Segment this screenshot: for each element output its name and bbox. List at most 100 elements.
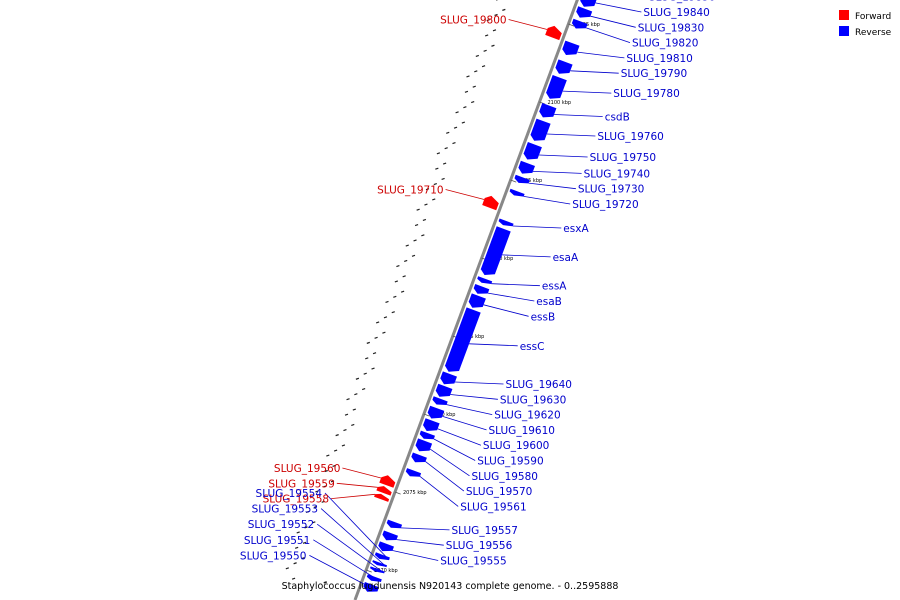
gene-SLUG_19555[interactable] xyxy=(378,541,394,552)
gene-SLUG_19640[interactable] xyxy=(440,371,457,385)
gene-label-SLUG_19559[interactable]: SLUG_19559 xyxy=(268,478,334,490)
legend-label-forward: Forward xyxy=(855,12,891,22)
gene-SLUG_19590[interactable] xyxy=(419,430,435,440)
gene-label-SLUG_19630[interactable]: SLUG_19630 xyxy=(500,394,566,406)
gene-label-esxA[interactable]: esxA xyxy=(563,223,589,235)
kbp-tick xyxy=(510,179,517,183)
gene-SLUG_19790[interactable] xyxy=(555,59,573,74)
gene-SLUG_19610[interactable] xyxy=(427,405,445,419)
gene-SLUG_19620[interactable] xyxy=(432,396,448,405)
gene-label-SLUG_19551[interactable]: SLUG_19551 xyxy=(244,535,310,547)
gene-essC[interactable] xyxy=(445,307,481,372)
gene-label-SLUG_19790[interactable]: SLUG_19790 xyxy=(621,68,687,80)
gene-SLUG_19730[interactable] xyxy=(514,174,530,184)
gene-label-SLUG_19590[interactable]: SLUG_19590 xyxy=(477,456,543,468)
gene-label-SLUG_19750[interactable]: SLUG_19750 xyxy=(590,152,656,164)
gene-csdB[interactable] xyxy=(539,103,557,118)
gene-label-esaB[interactable]: esaB xyxy=(536,296,562,308)
leader-SLUG_19720 xyxy=(523,196,571,205)
gene-SLUG_19760[interactable] xyxy=(530,118,551,141)
leader-SLUG_19555 xyxy=(392,550,439,561)
genome-backbone xyxy=(353,0,579,600)
gene-label-SLUG_19556[interactable]: SLUG_19556 xyxy=(446,540,513,552)
gene-label-SLUG_19552[interactable]: SLUG_19552 xyxy=(248,519,314,531)
gene-label-SLUG_19557[interactable]: SLUG_19557 xyxy=(452,525,518,537)
gene-label-essB[interactable]: essB xyxy=(531,311,556,323)
gene-label-SLUG_19620[interactable]: SLUG_19620 xyxy=(494,410,560,422)
gene-label-essC[interactable]: essC xyxy=(520,341,545,353)
gene-label-SLUG_19600[interactable]: SLUG_19600 xyxy=(483,440,549,452)
gene-label-essA[interactable]: essA xyxy=(542,281,567,293)
leader-essC xyxy=(469,343,518,347)
leader-SLUG_19750 xyxy=(539,154,588,158)
gene-SLUG_19750[interactable] xyxy=(523,142,542,160)
gene-SLUG_19740[interactable] xyxy=(518,160,535,174)
gene-SLUG_19800[interactable] xyxy=(545,25,562,41)
gene-SLUG_19557[interactable] xyxy=(386,519,403,529)
gene-SLUG_19600[interactable] xyxy=(423,418,440,431)
gene-essB[interactable] xyxy=(468,293,486,308)
genome-caption: Staphylococcus lugdunensis N920143 compl… xyxy=(282,581,619,592)
gene-label-SLUG_19830[interactable]: SLUG_19830 xyxy=(638,22,704,34)
gene-label-SLUG_19554[interactable]: SLUG_19554 xyxy=(256,488,323,500)
gene-SLUG_19553[interactable] xyxy=(372,560,387,567)
gene-SLUG_19810[interactable] xyxy=(562,40,580,55)
gene-SLUG_19830[interactable] xyxy=(576,6,593,18)
gene-label-SLUG_19555[interactable]: SLUG_19555 xyxy=(440,556,506,568)
gene-label-SLUG_19820[interactable]: SLUG_19820 xyxy=(632,38,698,50)
gene-SLUG_19550[interactable] xyxy=(363,582,379,592)
gene-SLUG_19554[interactable] xyxy=(374,552,390,561)
gene-label-SLUG_19760[interactable]: SLUG_19760 xyxy=(597,131,663,143)
gene-label-SLUG_19800[interactable]: SLUG_19800 xyxy=(440,15,506,27)
gene-label-SLUG_19730[interactable]: SLUG_19730 xyxy=(578,184,644,196)
gene-SLUG_19840[interactable] xyxy=(580,0,598,7)
gene-SLUG_19556[interactable] xyxy=(382,530,398,541)
gene-SLUG_19720[interactable] xyxy=(509,188,525,197)
gene-label-SLUG_19580[interactable]: SLUG_19580 xyxy=(472,471,538,483)
gene-label-SLUG_19558[interactable]: SLUG_19558 xyxy=(263,494,329,506)
gene-label-SLUG_19740[interactable]: SLUG_19740 xyxy=(584,168,650,180)
gene-SLUG_19710[interactable] xyxy=(482,195,499,211)
gene-SLUG_19552[interactable] xyxy=(370,566,385,574)
gene-SLUG_19558[interactable] xyxy=(374,493,390,502)
gene-label-SLUG_19553[interactable]: SLUG_19553 xyxy=(252,504,318,516)
leader-SLUG_19551 xyxy=(313,539,382,583)
leader-SLUG_19730 xyxy=(528,182,576,190)
gene-label-SLUG_19561[interactable]: SLUG_19561 xyxy=(460,501,526,513)
leader-esxA xyxy=(512,225,562,229)
gene-label-SLUG_19810[interactable]: SLUG_19810 xyxy=(626,53,692,65)
gene-esaB[interactable] xyxy=(473,284,490,294)
leader-essB xyxy=(483,304,529,317)
gene-esxA[interactable] xyxy=(498,218,514,227)
kbp-tick-label: 2075 kbp xyxy=(403,490,427,496)
gene-SLUG_19551[interactable] xyxy=(366,574,382,582)
gene-SLUG_19560[interactable] xyxy=(379,475,396,488)
gene-label-SLUG_19710[interactable]: SLUG_19710 xyxy=(377,185,443,197)
gene-label-SLUG_19610[interactable]: SLUG_19610 xyxy=(489,425,555,437)
gene-essA[interactable] xyxy=(477,276,493,284)
gene-SLUG_19559[interactable] xyxy=(376,486,392,496)
gene-label-esaA[interactable]: esaA xyxy=(553,252,579,264)
gene-label-csdB[interactable]: csdB xyxy=(605,112,630,124)
gene-SLUG_19780[interactable] xyxy=(546,75,567,99)
gene-label-SLUG_19840[interactable]: SLUG_19840 xyxy=(643,7,709,19)
gene-label-SLUG_19550[interactable]: SLUG_19550 xyxy=(240,550,306,562)
gene-SLUG_19561[interactable] xyxy=(405,468,422,477)
gene-label-SLUG_19780[interactable]: SLUG_19780 xyxy=(613,88,679,100)
gene-SLUG_19630[interactable] xyxy=(435,383,453,397)
gene-label-SLUG_19720[interactable]: SLUG_19720 xyxy=(572,199,638,211)
gene-label-SLUG_19850[interactable]: SLUG_19850 xyxy=(649,0,715,4)
gene-SLUG_19570[interactable] xyxy=(411,452,427,463)
gene-SLUG_19580[interactable] xyxy=(415,438,433,452)
gene-label-SLUG_19640[interactable]: SLUG_19640 xyxy=(506,379,572,391)
gene-SLUG_19820[interactable] xyxy=(571,18,588,29)
gene-label-SLUG_19570[interactable]: SLUG_19570 xyxy=(466,486,532,498)
kbp-tick xyxy=(423,413,430,417)
kbp-tick xyxy=(568,23,575,27)
kbp-tick xyxy=(365,569,372,573)
leader-SLUG_19780 xyxy=(562,90,612,94)
leader-SLUG_19570 xyxy=(425,461,465,492)
gene-label-SLUG_19560[interactable]: SLUG_19560 xyxy=(274,463,340,475)
gene-esaA[interactable] xyxy=(480,226,511,275)
